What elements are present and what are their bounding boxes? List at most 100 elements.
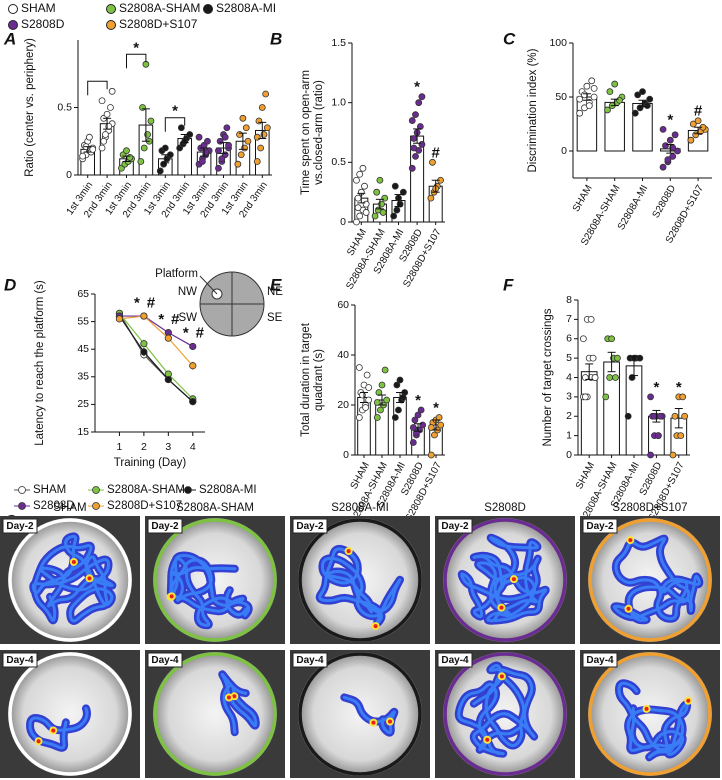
data-point <box>262 90 270 98</box>
arena-ring <box>153 518 277 642</box>
y-axis-label: quadrant (s) <box>313 349 325 411</box>
data-point <box>427 424 435 431</box>
data-point <box>608 335 615 343</box>
data-point <box>393 381 401 389</box>
data-point <box>239 114 247 122</box>
data-point <box>242 124 250 132</box>
hotspot <box>36 739 41 744</box>
data-point <box>221 133 229 141</box>
hotspot <box>686 698 691 703</box>
hotspot <box>388 719 393 724</box>
trajectory-core <box>318 547 402 625</box>
data-point <box>189 398 197 406</box>
data-point <box>353 218 360 226</box>
legend-label: SHAM <box>21 1 56 15</box>
arena-ring <box>153 652 277 776</box>
trajectory-core <box>460 536 548 623</box>
hotspot <box>87 576 92 581</box>
data-point <box>373 188 381 196</box>
data-point <box>107 104 114 111</box>
x-tick-label: 3 <box>165 441 171 453</box>
legend-marker <box>106 4 116 14</box>
data-point <box>189 342 197 351</box>
data-point <box>257 144 265 152</box>
data-point <box>253 133 261 141</box>
y-tick-label: 25 <box>77 398 89 410</box>
data-point <box>362 200 370 208</box>
data-point <box>108 87 116 95</box>
data-point <box>677 432 685 440</box>
data-point <box>365 396 373 404</box>
data-point <box>579 335 587 343</box>
legend-label: S2808D <box>33 500 75 512</box>
significance-mark: * <box>415 392 421 409</box>
data-point <box>659 125 667 133</box>
data-point <box>590 84 598 92</box>
data-point <box>646 95 654 103</box>
data-point <box>411 416 419 424</box>
significance-mark: * <box>414 79 420 96</box>
data-point <box>263 124 271 132</box>
data-point <box>244 137 252 145</box>
day-label: Day-2 <box>441 521 469 532</box>
data-point <box>89 145 97 153</box>
data-point <box>429 158 436 166</box>
legend-marker <box>106 20 116 30</box>
data-point <box>671 412 679 420</box>
data-point <box>98 144 106 152</box>
y-axis-label: Total duration in target <box>300 322 312 437</box>
quadrant-label: SW <box>178 312 197 324</box>
panel-letter: F <box>503 275 514 294</box>
trajectory-core <box>169 554 251 627</box>
data-point <box>581 393 589 401</box>
data-point <box>373 414 381 421</box>
hotspot <box>169 594 174 599</box>
significance-bracket <box>126 53 147 69</box>
legend-marker <box>18 502 26 510</box>
data-point <box>356 212 364 220</box>
data-point <box>413 429 420 436</box>
y-tick-label: 7 <box>566 313 572 325</box>
data-point <box>669 451 677 459</box>
significance-mark: * <box>653 379 659 396</box>
significance-mark: # <box>432 144 441 161</box>
arena-ring <box>588 518 712 642</box>
data-point <box>606 374 614 381</box>
significance-mark: * <box>133 39 139 56</box>
panel-letter: A <box>3 29 16 48</box>
significance-mark: # <box>147 294 156 311</box>
data-point <box>417 406 425 414</box>
hotspot <box>371 720 376 725</box>
data-point <box>140 348 148 356</box>
hotspot <box>499 674 504 679</box>
y-tick-label: 3 <box>566 391 572 403</box>
data-point <box>418 141 426 148</box>
data-point <box>377 406 384 414</box>
data-point <box>161 144 169 152</box>
y-tick-label: 55 <box>77 315 89 327</box>
x-tick-label: 1 <box>117 441 123 453</box>
hotspot <box>51 728 56 733</box>
x-tick-label: SHAM <box>574 460 597 491</box>
y-tick-label: 0.5 <box>331 156 346 168</box>
data-point <box>79 152 87 160</box>
significance-mark: * <box>433 399 439 416</box>
panel-letter: B <box>270 29 282 48</box>
data-point <box>694 117 702 125</box>
y-tick-label: 6 <box>566 333 572 345</box>
data-point <box>355 414 363 421</box>
data-point <box>354 194 362 202</box>
x-tick-label: 2 <box>141 441 147 453</box>
data-point <box>395 406 402 414</box>
data-point <box>419 421 427 429</box>
data-point <box>415 99 423 107</box>
data-point <box>412 152 419 160</box>
data-point <box>616 96 623 104</box>
data-point <box>396 376 404 384</box>
data-point <box>255 117 263 125</box>
data-point <box>363 371 371 379</box>
trajectory-core <box>617 681 689 759</box>
day-label: Day-2 <box>6 521 34 532</box>
